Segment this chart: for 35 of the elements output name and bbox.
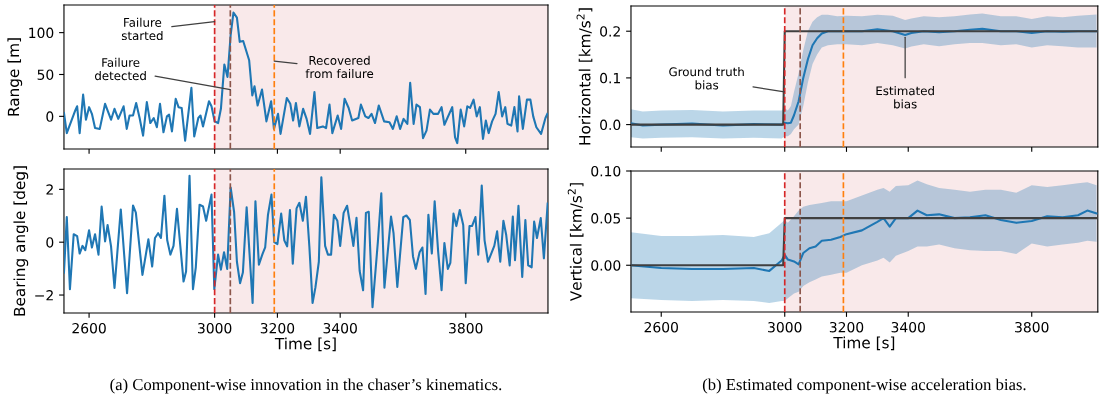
y-tick-label: 0.05 [591, 213, 621, 224]
text: (a) Component-wise innovation in the chaser’s kinematics. [110, 378, 502, 394]
y-axis-title: Range [m] [7, 38, 23, 116]
y-axis-title: Horizontal [km/s$^{2}$] [576, 8, 593, 145]
y-tick-label: −2 [35, 290, 53, 301]
y-tick-label: 2 [46, 184, 53, 195]
y-tick-label: 100 [29, 27, 54, 39]
x-tick-label: 2600 [72, 322, 106, 334]
x-tick-label: 3800 [449, 322, 483, 334]
x-axis-title: Time [s] [833, 336, 895, 351]
text: (b) Estimated component-wise acceleration bias. [702, 378, 1026, 394]
x-tick-label: 3200 [829, 321, 864, 333]
y-tick-label: 0.2 [600, 26, 620, 37]
y-axis-title: Vertical [km/s$^{2}$] [567, 183, 584, 302]
annotation: Failure detected [94, 57, 146, 81]
y-tick-label: 0 [46, 111, 54, 122]
x-axis-title: Time [s] [274, 337, 336, 352]
annotation: Recovered from failure [305, 55, 374, 79]
annotation: Ground truth bias [669, 67, 744, 90]
y-tick-label: 0 [46, 237, 54, 248]
x-tick-label: 3000 [768, 321, 802, 333]
x-tick-label: 3400 [891, 321, 925, 333]
y-tick-label: 0.10 [591, 165, 621, 177]
x-tick-label: 2600 [644, 321, 678, 333]
y-tick-label: 50 [37, 69, 54, 80]
x-tick-label: 3200 [260, 322, 295, 334]
x-tick-label: 3000 [198, 322, 232, 334]
annotation: Estimated bias [876, 86, 934, 109]
y-tick-label: 0.1 [600, 72, 620, 84]
annotation: Failure started [121, 17, 163, 41]
x-tick-label: 3400 [323, 322, 357, 334]
y-tick-label: 0.00 [591, 260, 621, 271]
y-tick-label: 0.0 [600, 119, 621, 131]
y-axis-title: Bearing angle [deg] [13, 166, 29, 316]
x-tick-label: 3800 [1015, 321, 1049, 333]
